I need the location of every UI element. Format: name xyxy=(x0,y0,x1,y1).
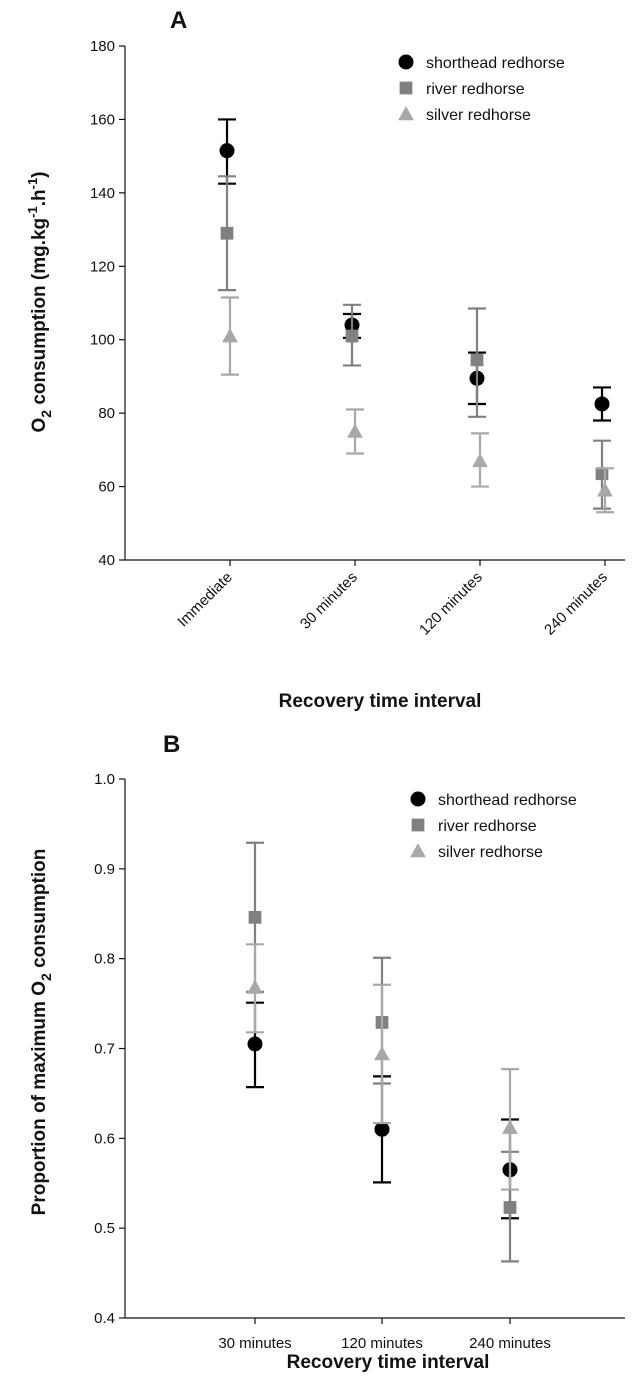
panel-a-legend-marker-square-icon xyxy=(399,81,413,95)
panel-a-series-river-redhorse xyxy=(218,175,611,510)
panel-a-letter: A xyxy=(170,7,187,34)
panel-b-letter: B xyxy=(163,731,180,758)
panel-a-legend-label: river redhorse xyxy=(426,81,525,98)
panel-a-legend: shorthead redhorse river redhorse silver r… xyxy=(398,54,565,124)
panel-b-y-tick-label: 0.8 xyxy=(94,951,115,968)
panel-a-legend-label: silver redhorse xyxy=(426,107,531,124)
panel-a-data-point xyxy=(597,482,613,497)
panel-b-y-tick-label: 0.7 xyxy=(94,1041,115,1058)
panel-b-data-point xyxy=(248,910,262,924)
panel-a-data-point xyxy=(594,396,610,412)
panel-a-data-point xyxy=(347,423,363,438)
panel-a-x-tick-label: 30 minutes xyxy=(297,569,361,633)
panel-b-x-axis-title: Recovery time interval xyxy=(287,1352,490,1373)
panel-b-legend-marker-circle-icon xyxy=(410,791,426,807)
panel-a-data-point xyxy=(470,353,484,367)
panel-a-y-tick-label: 120 xyxy=(90,258,115,275)
panel-a-legend-marker-triangle-icon xyxy=(398,106,414,121)
panel-a-data-point xyxy=(345,329,359,343)
panel-b-data-point xyxy=(247,979,263,994)
panel-a-y-axis-title: O2 consumption (mg.kg-1.h-1) xyxy=(25,171,54,432)
panel-b-legend-label: river redhorse xyxy=(438,818,537,835)
panel-b-data-point xyxy=(503,1201,517,1214)
panel-a-y-tick-label: 160 xyxy=(90,111,115,128)
panel-b-y-tick-label: 0.5 xyxy=(94,1220,115,1237)
panel-a-plot-area xyxy=(218,118,614,514)
panel-a: A O2 consumption (mg.kg-1.h-1) 40 60 80 100… xyxy=(25,7,625,712)
panel-a-series-shorthead-redhorse xyxy=(218,118,611,422)
panel-a-legend-label: shorthead redhorse xyxy=(426,55,565,72)
panel-a-y-tick-label: 140 xyxy=(90,185,115,202)
panel-b-x-tick-label: 30 minutes xyxy=(218,1335,291,1352)
panel-a-y-tick-label: 80 xyxy=(98,405,115,422)
panel-b-data-point xyxy=(374,1121,390,1137)
panel-b-legend-label: shorthead redhorse xyxy=(438,792,577,809)
panel-a-axes xyxy=(124,46,625,561)
panel-b-legend-marker-square-icon xyxy=(411,818,425,832)
panel-a-y-tick-label: 180 xyxy=(90,38,115,55)
panel-b-legend-label: silver redhorse xyxy=(438,844,543,861)
panel-b: B Proportion of maximum O2 consumption 0… xyxy=(29,731,625,1373)
panel-b-ticks: 0.4 0.5 0.6 0.7 0.8 0.9 1.0 30 minutes 120 minut… xyxy=(94,771,551,1352)
panel-b-data-point xyxy=(374,1046,390,1061)
panel-b-x-tick-label: 120 minutes xyxy=(341,1335,423,1352)
panel-b-y-tick-label: 0.6 xyxy=(94,1130,115,1147)
panel-b-series-silver-redhorse xyxy=(246,943,519,1191)
panel-a-x-tick-label: 240 minutes xyxy=(541,569,611,639)
panel-b-data-point xyxy=(502,1119,518,1134)
panel-b-x-tick-label: 240 minutes xyxy=(469,1335,551,1352)
panel-b-y-tick-label: 0.4 xyxy=(94,1310,115,1327)
panel-a-y-tick-label: 60 xyxy=(98,479,115,496)
panel-b-data-point xyxy=(247,1036,263,1052)
panel-a-x-axis-title: Recovery time interval xyxy=(279,691,482,712)
panel-a-series-silver-redhorse xyxy=(221,296,614,514)
panel-b-legend-marker-triangle-icon xyxy=(410,843,426,858)
panel-a-x-tick-label: Immediate xyxy=(174,569,236,631)
panel-b-y-tick-label: 0.9 xyxy=(94,861,115,878)
panel-a-data-point xyxy=(220,226,234,240)
panel-b-plot-area xyxy=(246,841,519,1263)
panel-a-y-tick-label: 40 xyxy=(98,552,115,569)
panel-b-y-axis-title: Proportion of maximum O2 consumption xyxy=(29,849,54,1216)
panel-b-axes xyxy=(124,779,625,1319)
panel-a-data-point xyxy=(219,143,235,159)
panel-b-legend: shorthead redhorse river redhorse silver r… xyxy=(410,791,577,861)
panel-a-data-point xyxy=(222,328,238,343)
panel-a-y-tick-label: 100 xyxy=(90,332,115,349)
panel-a-legend-marker-circle-icon xyxy=(398,54,414,70)
panel-a-x-tick-label: 120 minutes xyxy=(416,569,486,639)
panel-b-y-tick-label: 1.0 xyxy=(94,771,115,788)
panel-a-data-point xyxy=(472,452,488,468)
